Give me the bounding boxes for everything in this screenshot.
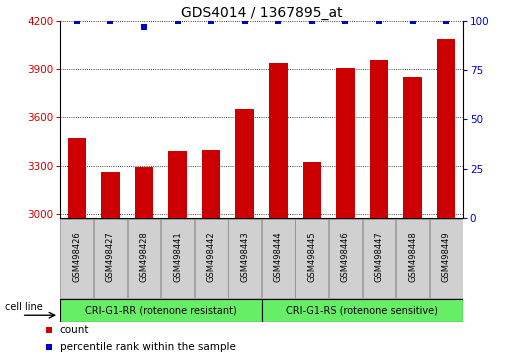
- Bar: [329, 219, 362, 297]
- Bar: [437, 39, 456, 354]
- Text: GSM498447: GSM498447: [374, 232, 383, 282]
- Title: GDS4014 / 1367895_at: GDS4014 / 1367895_at: [180, 6, 343, 20]
- Bar: [336, 68, 355, 354]
- Text: CRI-G1-RR (rotenone resistant): CRI-G1-RR (rotenone resistant): [85, 306, 237, 316]
- Text: GSM498446: GSM498446: [341, 232, 350, 282]
- Text: percentile rank within the sample: percentile rank within the sample: [60, 342, 235, 352]
- Bar: [228, 219, 261, 297]
- Bar: [135, 167, 153, 354]
- Bar: [195, 219, 228, 297]
- Bar: [429, 219, 462, 297]
- Text: GSM498449: GSM498449: [441, 232, 451, 282]
- Bar: [168, 151, 187, 354]
- Bar: [262, 219, 295, 297]
- Text: count: count: [60, 325, 89, 335]
- Bar: [67, 138, 86, 354]
- Bar: [295, 219, 328, 297]
- Bar: [362, 219, 395, 297]
- Bar: [370, 60, 388, 354]
- Bar: [101, 172, 120, 354]
- Text: GSM498448: GSM498448: [408, 232, 417, 282]
- Text: CRI-G1-RS (rotenone sensitive): CRI-G1-RS (rotenone sensitive): [286, 306, 438, 316]
- Bar: [403, 78, 422, 354]
- Bar: [396, 219, 429, 297]
- Bar: [161, 219, 194, 297]
- Bar: [202, 149, 220, 354]
- Bar: [128, 219, 161, 297]
- Text: GSM498443: GSM498443: [240, 232, 249, 282]
- Text: GSM498441: GSM498441: [173, 232, 182, 282]
- Text: GSM498442: GSM498442: [207, 232, 215, 282]
- Text: GSM498445: GSM498445: [308, 232, 316, 282]
- Bar: [60, 299, 262, 322]
- Bar: [262, 299, 463, 322]
- Bar: [303, 162, 321, 354]
- Bar: [235, 109, 254, 354]
- Bar: [269, 63, 288, 354]
- Bar: [94, 219, 127, 297]
- Text: cell line: cell line: [5, 302, 43, 312]
- Text: GSM498427: GSM498427: [106, 232, 115, 282]
- Text: GSM498428: GSM498428: [140, 232, 149, 282]
- Bar: [61, 219, 94, 297]
- Text: GSM498444: GSM498444: [274, 232, 283, 282]
- Text: GSM498426: GSM498426: [72, 232, 82, 282]
